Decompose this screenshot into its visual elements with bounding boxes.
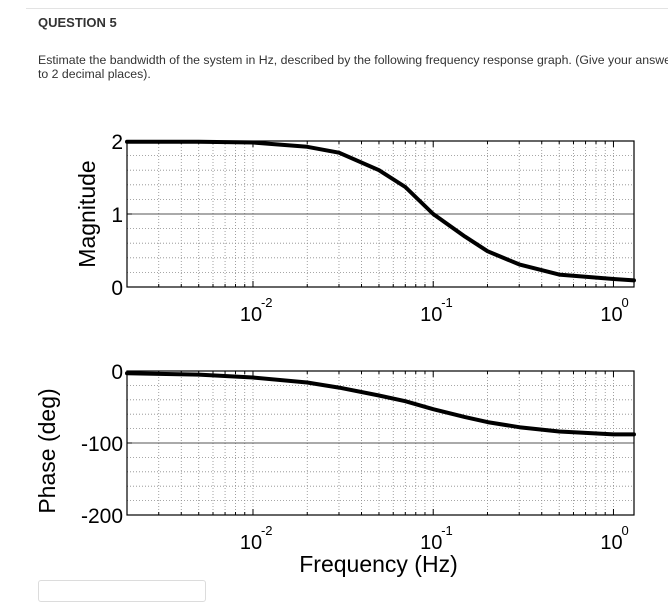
x-tick-exponent: -1	[441, 295, 453, 310]
x-tick-exponent: -1	[441, 523, 453, 538]
x-axis-label: Frequency (Hz)	[299, 551, 457, 577]
response-curve	[125, 139, 636, 283]
y-tick-label: -200	[81, 505, 123, 528]
top-divider	[26, 8, 668, 9]
answer-input[interactable]	[38, 580, 206, 602]
x-tick-label: 10	[600, 304, 622, 326]
x-tick-exponent: -2	[261, 523, 273, 538]
x-tick-label: 10	[600, 532, 622, 554]
question-prompt: Estimate the bandwidth of the system in …	[38, 53, 668, 81]
x-tick-label: 10	[420, 304, 442, 326]
question-title: QUESTION 5	[38, 15, 117, 30]
y-tick-label: 0	[111, 361, 123, 384]
y-axis-label: Phase (deg)	[34, 388, 60, 513]
response-curve	[125, 371, 636, 437]
y-axis-label: Magnitude	[74, 160, 100, 267]
x-tick-exponent: 0	[621, 295, 628, 310]
y-tick-label: 2	[111, 131, 123, 154]
x-tick-label: 10	[420, 532, 442, 554]
x-tick-exponent: 0	[621, 523, 628, 538]
y-tick-label: 1	[111, 204, 123, 227]
y-tick-label: -100	[81, 433, 123, 456]
x-tick-label: 10	[240, 532, 262, 554]
x-tick-exponent: -2	[261, 295, 273, 310]
x-tick-label: 10	[240, 304, 262, 326]
y-tick-label: 0	[111, 277, 123, 300]
